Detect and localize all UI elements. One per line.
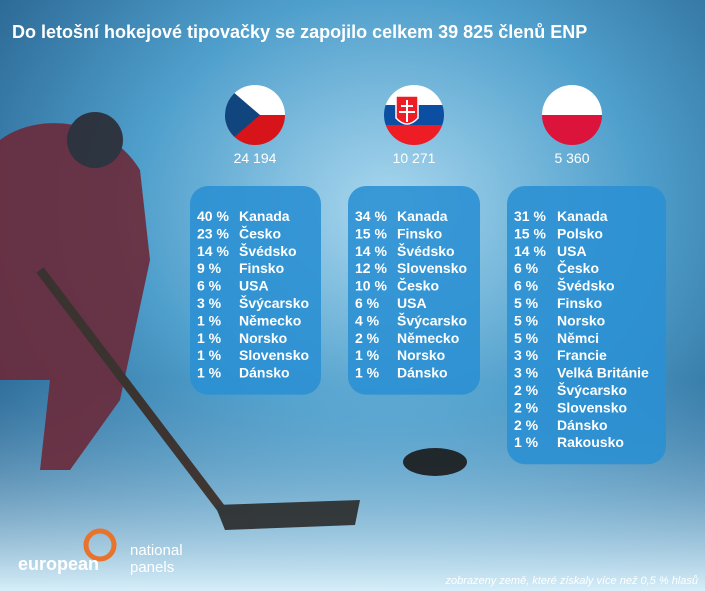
country: Švédsko xyxy=(557,277,615,294)
percent: 2 % xyxy=(514,417,539,433)
member-count: 5 360 xyxy=(554,150,589,166)
percent: 1 % xyxy=(197,347,222,363)
country: Česko xyxy=(239,224,281,241)
percent: 4 % xyxy=(355,312,380,328)
country: Česko xyxy=(397,277,439,294)
percent: 3 % xyxy=(514,365,539,381)
country: USA xyxy=(397,295,427,311)
country: Německo xyxy=(397,330,459,346)
country: Norsko xyxy=(557,312,605,328)
percent: 2 % xyxy=(514,399,539,415)
country: Norsko xyxy=(239,330,287,346)
title: Do letošní hokejové tipovačky se zapojil… xyxy=(12,22,587,42)
result-box xyxy=(348,186,480,395)
result-box xyxy=(507,186,666,465)
percent: 6 % xyxy=(514,278,539,294)
country: Dánsko xyxy=(557,417,608,433)
percent: 6 % xyxy=(514,260,539,276)
country: Kanada xyxy=(239,208,290,224)
percent: 14 % xyxy=(355,243,387,259)
country: Švédsko xyxy=(239,242,297,259)
country: Švýcarsko xyxy=(397,311,467,328)
percent: 15 % xyxy=(514,225,546,241)
footnote: zobrazeny země, které získaly více než 0… xyxy=(444,575,698,587)
percent: 9 % xyxy=(197,260,222,276)
country: Švýcarsko xyxy=(557,381,627,398)
percent: 5 % xyxy=(514,312,539,328)
country: Velká Británie xyxy=(557,365,649,381)
percent: 10 % xyxy=(355,278,387,294)
percent: 14 % xyxy=(514,243,546,259)
country: Finsko xyxy=(557,295,602,311)
percent: 5 % xyxy=(514,330,539,346)
percent: 2 % xyxy=(355,330,380,346)
percent: 3 % xyxy=(197,295,222,311)
percent: 2 % xyxy=(514,382,539,398)
percent: 6 % xyxy=(197,278,222,294)
country: Finsko xyxy=(239,260,284,276)
country: Česko xyxy=(557,259,599,276)
country: USA xyxy=(557,243,587,259)
country: USA xyxy=(239,278,269,294)
country: Slovensko xyxy=(557,399,627,415)
country: Švýcarsko xyxy=(239,294,309,311)
country: Kanada xyxy=(397,208,448,224)
country: Slovensko xyxy=(397,260,467,276)
percent: 1 % xyxy=(355,347,380,363)
percent: 40 % xyxy=(197,208,229,224)
percent: 1 % xyxy=(197,330,222,346)
country: Švédsko xyxy=(397,242,455,259)
logo-text: panels xyxy=(130,559,174,576)
percent: 34 % xyxy=(355,208,387,224)
result-box xyxy=(190,186,321,395)
percent: 6 % xyxy=(355,295,380,311)
percent: 1 % xyxy=(355,365,380,381)
country: Polsko xyxy=(557,225,603,241)
country: Norsko xyxy=(397,347,445,363)
member-count: 24 194 xyxy=(234,150,277,166)
country: Němci xyxy=(557,330,599,346)
flag-czech xyxy=(225,85,285,145)
percent: 31 % xyxy=(514,208,546,224)
percent: 5 % xyxy=(514,295,539,311)
percent: 12 % xyxy=(355,260,387,276)
country: Dánsko xyxy=(397,365,448,381)
flag-slovakia xyxy=(384,85,444,145)
player-silhouette xyxy=(0,112,467,530)
country: Francie xyxy=(557,347,607,363)
logo-text: european xyxy=(18,554,99,574)
percent: 15 % xyxy=(355,225,387,241)
member-count: 10 271 xyxy=(393,150,436,166)
percent: 14 % xyxy=(197,243,229,259)
flag-poland xyxy=(542,85,602,145)
country: Slovensko xyxy=(239,347,309,363)
country: Dánsko xyxy=(239,365,290,381)
percent: 23 % xyxy=(197,225,229,241)
percent: 3 % xyxy=(514,347,539,363)
percent: 1 % xyxy=(514,434,539,450)
logo: european national panels xyxy=(18,528,183,576)
logo-text: national xyxy=(130,542,183,559)
percent: 1 % xyxy=(197,312,222,328)
country: Kanada xyxy=(557,208,608,224)
percent: 1 % xyxy=(197,365,222,381)
country: Finsko xyxy=(397,225,442,241)
country: Německo xyxy=(239,312,301,328)
country: Rakousko xyxy=(557,434,624,450)
